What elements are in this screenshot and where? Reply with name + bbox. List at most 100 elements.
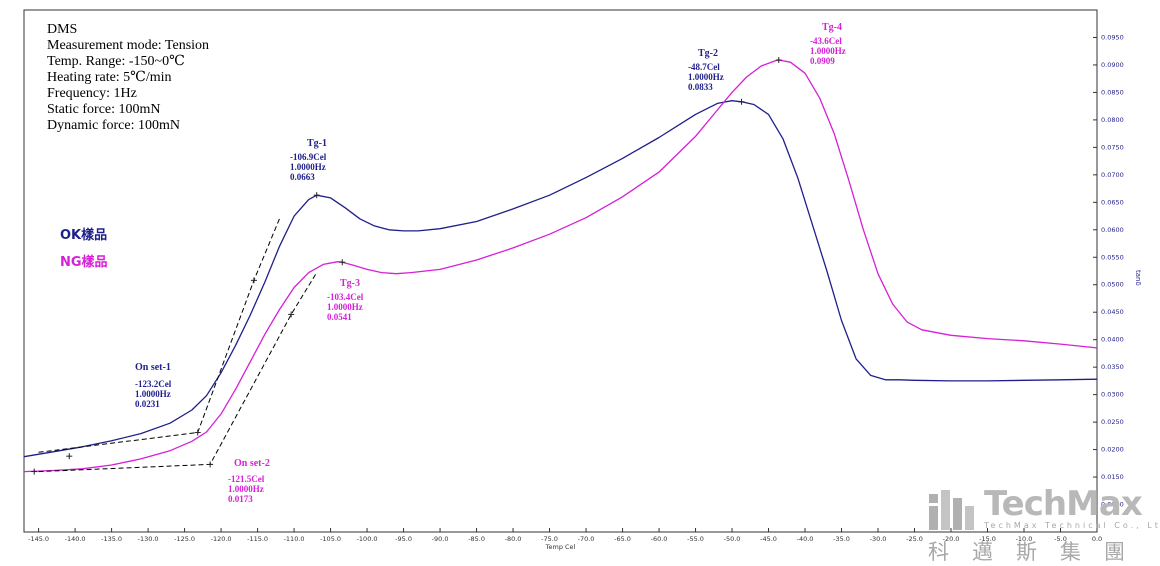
x-tick-label: -95.0 [395, 535, 412, 543]
annotation-tg2-value: 0.0833 [688, 82, 713, 92]
annotation-tg3: Tg-3 -103.4Cel 1.0000Hz 0.0541 [327, 278, 364, 323]
chart-markers [31, 57, 782, 475]
annotation-onset2-freq: 1.0000Hz [228, 484, 264, 494]
info-title: DMS [47, 22, 78, 37]
plot-frame [23, 9, 1098, 533]
y-tick-label: 0.0850 [1101, 88, 1124, 96]
annotation-tg4-freq: 1.0000Hz [810, 46, 846, 56]
x-tick-label: 0.0 [1092, 535, 1102, 543]
data-point-marker [288, 311, 295, 318]
y-tick-label: 0.0100 [1101, 501, 1124, 509]
y-tick-label: 0.0200 [1101, 446, 1124, 454]
annotation-tg2-temp: -48.7Cel [688, 62, 720, 72]
x-tick-label: -20.0 [943, 535, 960, 543]
x-tick-label: -85.0 [468, 535, 485, 543]
annotation-onset1-freq: 1.0000Hz [135, 389, 171, 399]
info-heating-rate: Heating rate: 5℃/min [47, 70, 172, 85]
info-mode: Measurement mode: Tension [47, 38, 210, 53]
y-tick-label: 0.0750 [1101, 143, 1124, 151]
legend-ng: NG樣品 [60, 255, 108, 270]
info-temp-range: Temp. Range: -150~0℃ [47, 54, 185, 69]
x-tick-label: -90.0 [432, 535, 449, 543]
techmax-logo-sub: TechMax Technical Co., Ltd [984, 521, 1160, 530]
data-point-marker [775, 57, 782, 64]
data-point-marker [738, 98, 745, 105]
y-tick-label: 0.0950 [1101, 33, 1124, 41]
annotation-onset1-title: On set-1 [135, 362, 171, 373]
annotation-tg3-value: 0.0541 [327, 312, 352, 322]
annotation-tg1-freq: 1.0000Hz [290, 162, 326, 172]
series-line [23, 100, 1098, 458]
techmax-logo-icon [929, 490, 974, 530]
x-tick-label: -130.0 [138, 535, 159, 543]
techmax-logo: TechMax TechMax Technical Co., Ltd 科邁斯集團 [926, 484, 1160, 564]
x-tick-label: -50.0 [724, 535, 741, 543]
annotation-onset2-value: 0.0173 [228, 494, 253, 504]
chart-lines [23, 59, 1098, 473]
data-point-marker [313, 192, 320, 199]
techmax-logo-cn: 科邁斯集團 [928, 540, 1148, 564]
x-tick-label: -145.0 [28, 535, 49, 543]
y-tick-label: 0.0900 [1101, 61, 1124, 69]
info-static-force: Static force: 100mN [47, 102, 161, 117]
annotation-tg1-temp: -106.9Cel [290, 152, 327, 162]
y-tick-label: 0.0300 [1101, 391, 1124, 399]
y-tick-label: 0.0400 [1101, 336, 1124, 344]
x-tick-label: -5.0 [1054, 535, 1067, 543]
series-line [23, 59, 1098, 473]
annotation-tg1-title: Tg-1 [307, 138, 327, 149]
onset-tangent-line [38, 273, 317, 473]
x-tick-label: -15.0 [979, 535, 996, 543]
y-tick-label: 0.0250 [1101, 418, 1124, 426]
annotation-tg1-value: 0.0663 [290, 172, 315, 182]
x-tick-label: -40.0 [797, 535, 814, 543]
x-tick-label: -100.0 [357, 535, 378, 543]
chart-axes: -145.0 -140.0 -135.0 -130.0 -125.0 -120.0 -115… [23, 9, 1142, 551]
annotation-onset2: On set-2 -121.5Cel 1.0000Hz 0.0173 [228, 458, 270, 505]
annotation-tg4-title: Tg-4 [822, 22, 842, 33]
x-tick-label: -135.0 [101, 535, 122, 543]
annotation-tg3-freq: 1.0000Hz [327, 302, 363, 312]
info-dynamic-force: Dynamic force: 100mN [47, 118, 180, 133]
x-tick-label: -110.0 [284, 535, 305, 543]
annotation-tg3-title: Tg-3 [340, 278, 360, 289]
annotation-tg1: Tg-1 -106.9Cel 1.0000Hz 0.0663 [290, 138, 327, 183]
x-tick-label: -115.0 [247, 535, 268, 543]
data-point-marker [66, 453, 73, 460]
x-tick-label: -10.0 [1016, 535, 1033, 543]
measurement-info: DMS Measurement mode: Tension Temp. Rang… [47, 22, 209, 134]
y-tick-label: 0.0800 [1101, 116, 1124, 124]
techmax-logo-word: TechMax [984, 484, 1143, 524]
x-tick-label: -45.0 [760, 535, 777, 543]
data-point-marker [339, 259, 346, 266]
y-tick-label: 0.0500 [1101, 281, 1124, 289]
annotation-onset2-title: On set-2 [234, 458, 270, 469]
annotation-onset1-temp: -123.2Cel [135, 379, 172, 389]
x-tick-label: -125.0 [174, 535, 195, 543]
annotation-tg2: Tg-2 -48.7Cel 1.0000Hz 0.0833 [688, 49, 724, 93]
annotation-tg4-temp: -43.6Cel [810, 36, 842, 46]
x-tick-label: -70.0 [578, 535, 595, 543]
y-tick-label: 0.0600 [1101, 226, 1124, 234]
y-tick-label: 0.0350 [1101, 363, 1124, 371]
annotation-onset1-value: 0.0231 [135, 399, 160, 409]
y-tick-label: 0.0700 [1101, 171, 1124, 179]
legend-ok: OK樣品 [60, 228, 108, 243]
data-point-marker [250, 277, 257, 284]
info-frequency: Frequency: 1Hz [47, 86, 137, 101]
annotation-onset1: On set-1 -123.2Cel 1.0000Hz 0.0231 [135, 362, 172, 410]
annotation-tg3-temp: -103.4Cel [327, 292, 364, 302]
x-tick-label: -80.0 [505, 535, 522, 543]
annotation-tg4-value: 0.0909 [810, 56, 835, 66]
x-tick-label: -55.0 [687, 535, 704, 543]
y-tick-label: 0.0650 [1101, 198, 1124, 206]
x-tick-label: -25.0 [906, 535, 923, 543]
y-axis-label: tanδ [1134, 270, 1142, 286]
x-axis-label: Temp Cel [545, 543, 576, 551]
annotation-tg2-freq: 1.0000Hz [688, 72, 724, 82]
data-point-marker [207, 461, 214, 468]
x-tick-label: -60.0 [651, 535, 668, 543]
x-tick-label: -120.0 [211, 535, 232, 543]
annotation-onset2-temp: -121.5Cel [228, 474, 265, 484]
